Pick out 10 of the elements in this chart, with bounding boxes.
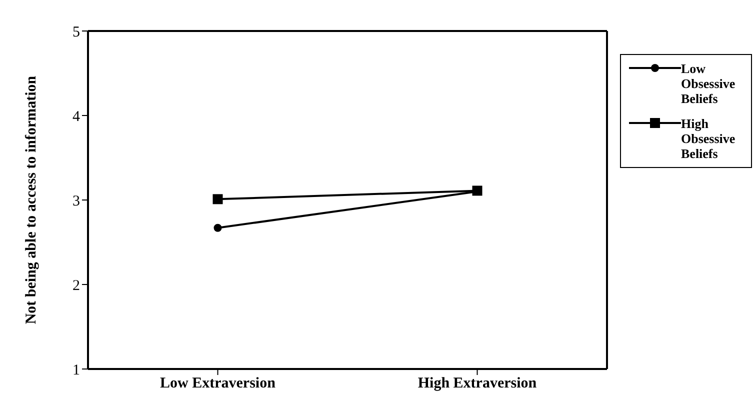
x-tick-label: Low Extraversion [160, 376, 276, 392]
y-tick-label: 5 [72, 24, 80, 40]
y-axis-title: Not being able to access to information [23, 75, 40, 324]
x-tick-label: High Extraversion [418, 376, 538, 392]
y-tick-label: 1 [72, 362, 80, 378]
legend-label: High Obsessive Beliefs [681, 116, 736, 161]
y-tick-label: 4 [72, 108, 80, 125]
legend-label: Low Obsessive Beliefs [681, 61, 736, 106]
y-tick-label: 2 [72, 278, 80, 294]
y-tick-label: 3 [72, 193, 80, 210]
